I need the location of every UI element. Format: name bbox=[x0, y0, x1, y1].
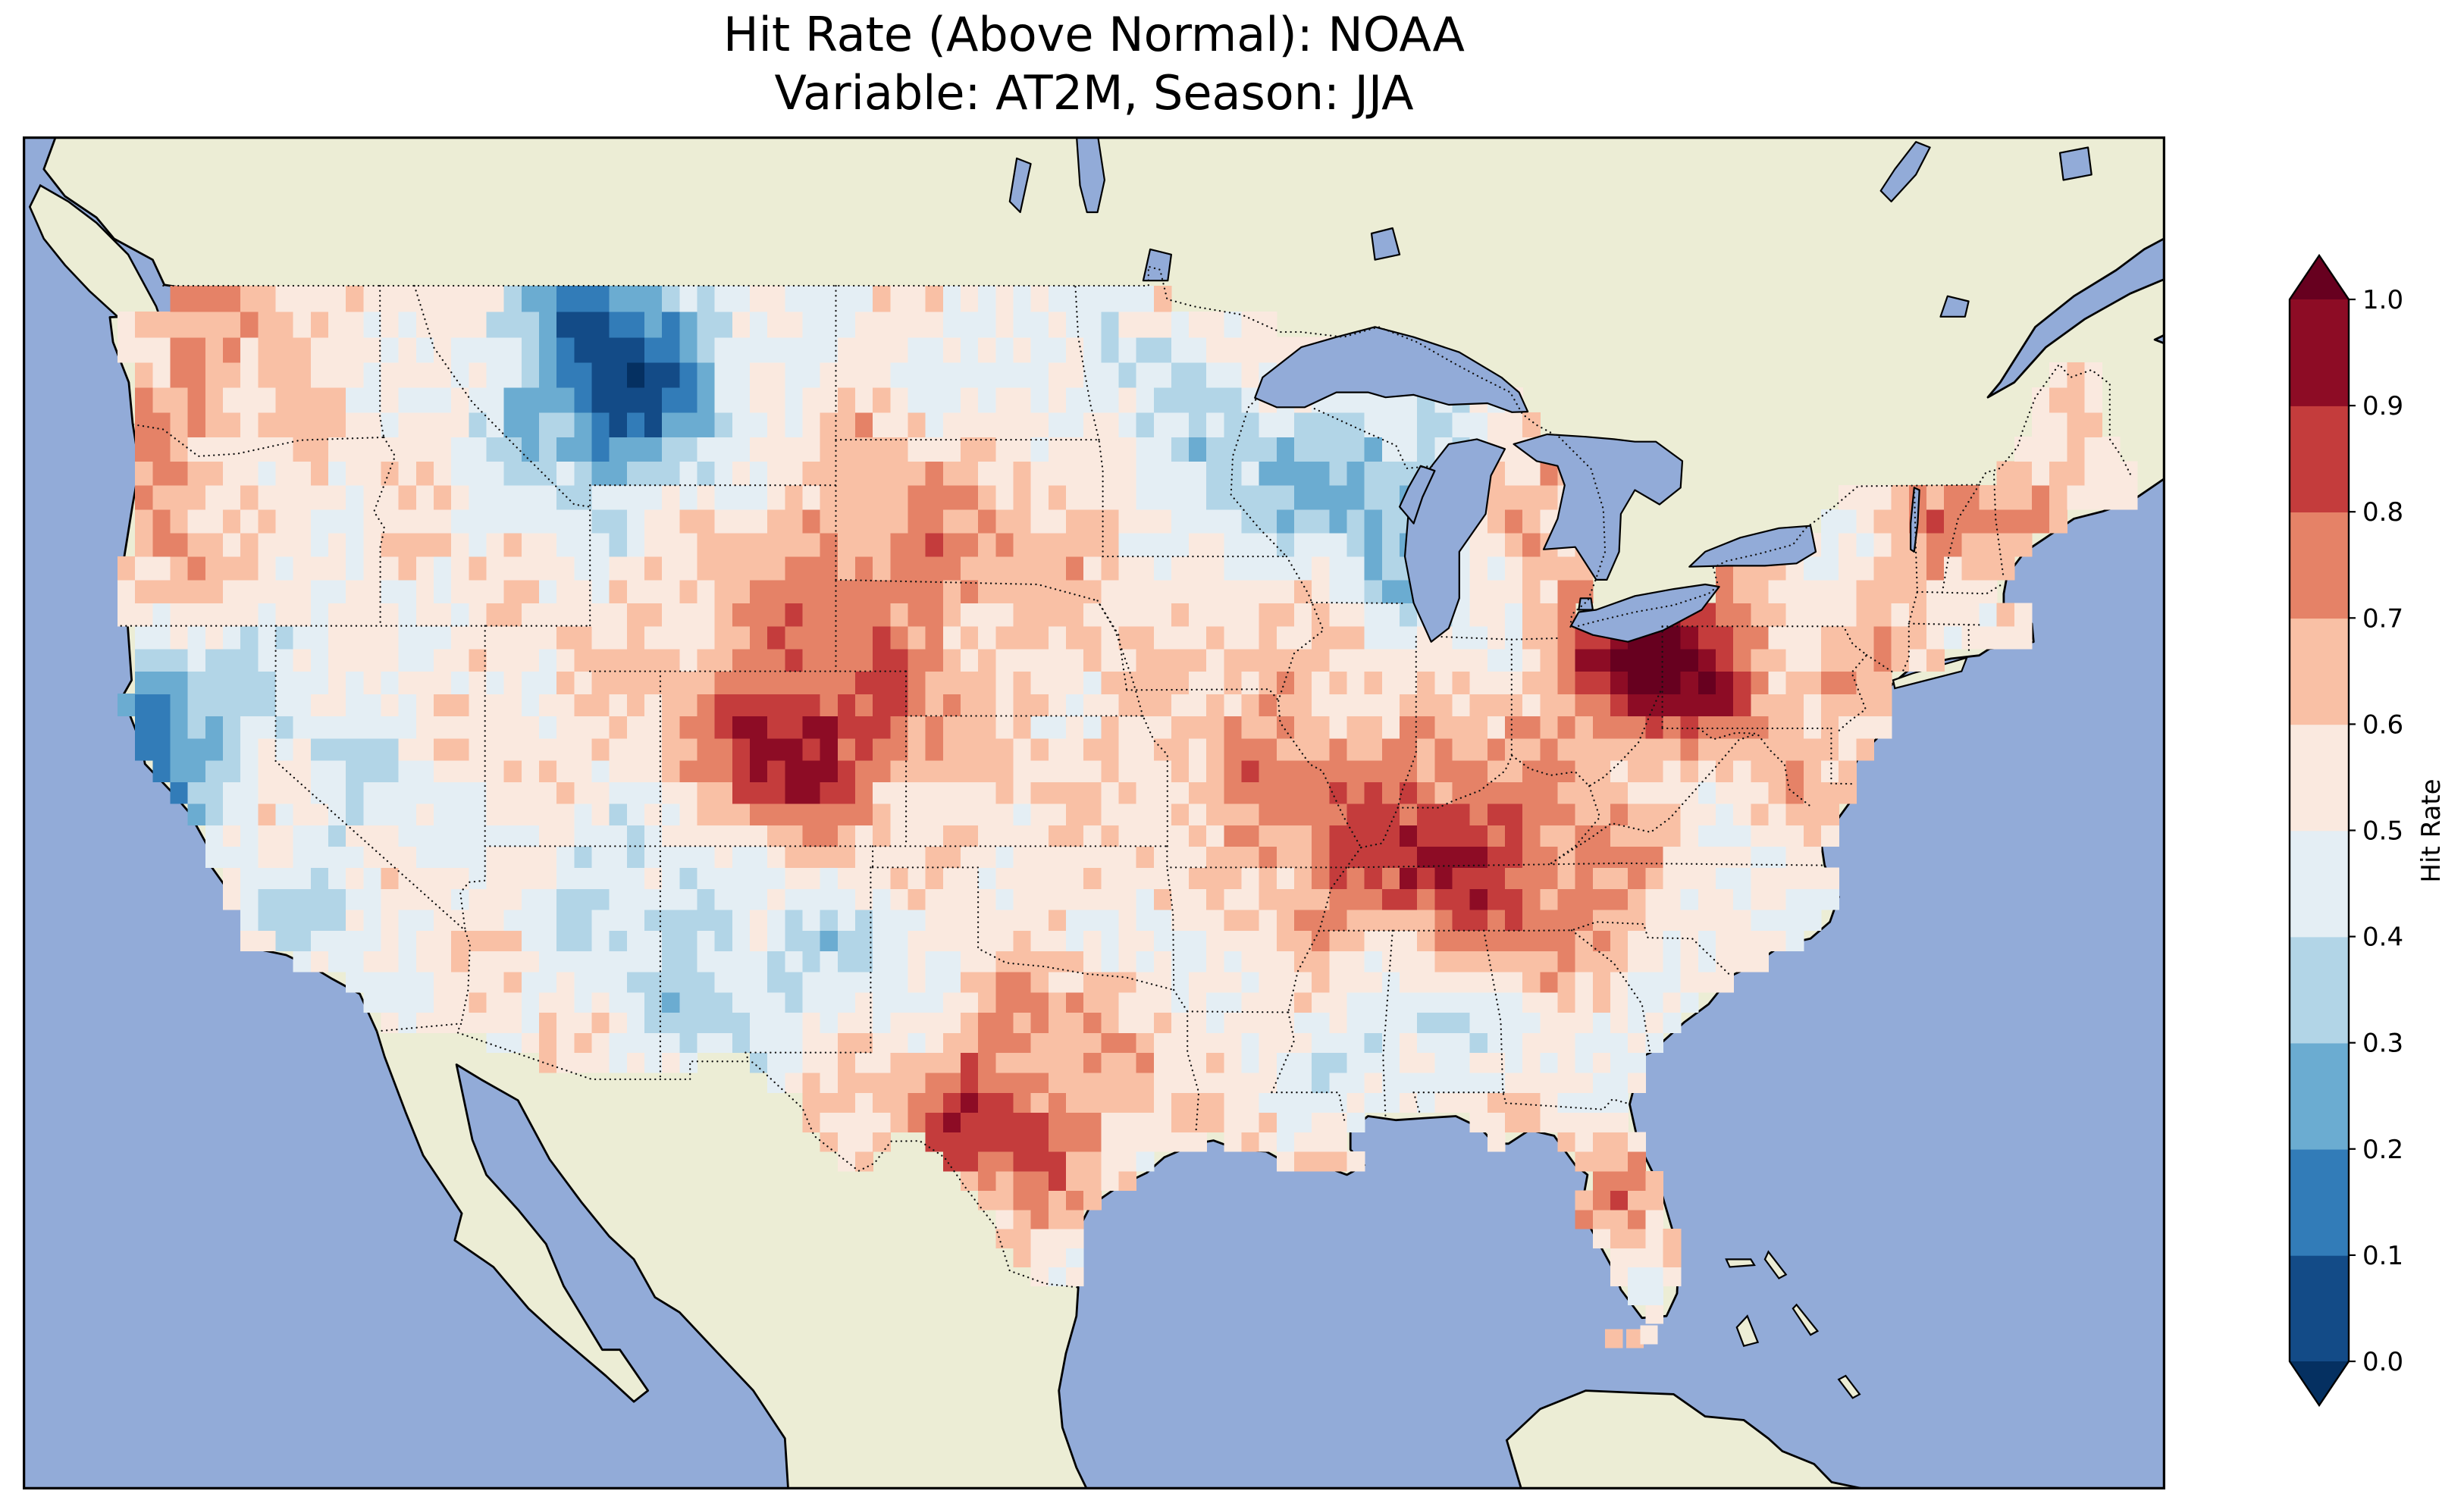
colorbar-tick-label: 0.3 bbox=[2362, 1029, 2403, 1059]
state-borders-layer bbox=[120, 284, 2005, 1134]
colorbar-tick-label: 0.8 bbox=[2362, 497, 2403, 528]
colorbar-tick-label: 0.0 bbox=[2362, 1347, 2403, 1377]
figure-title-line2: Variable: AT2M, Season: JJA bbox=[774, 64, 1414, 121]
colorbar-axis-label: Hit Rate bbox=[2416, 778, 2447, 882]
colorbar-ticks: 1.0 0.9 0.8 0.7 0.6 0.5 0.4 0.3 0.2 0.1 0.0 bbox=[2349, 285, 2403, 1377]
colorbar-tick-label: 0.1 bbox=[2362, 1241, 2403, 1271]
colorbar-over-arrow bbox=[2290, 255, 2349, 299]
figure-title-line1: Hit Rate (Above Normal): NOAA bbox=[723, 7, 1465, 62]
country-borders-layer bbox=[162, 265, 2133, 1289]
lakes-layer bbox=[1008, 136, 2093, 643]
colorbar-bands bbox=[2288, 253, 2350, 1408]
colorbar-under-arrow bbox=[2290, 1361, 2349, 1405]
colorbar-tick-label: 1.0 bbox=[2362, 285, 2403, 315]
heatmap-layer bbox=[118, 286, 2138, 1348]
colorbar-tick-label: 0.2 bbox=[2362, 1135, 2403, 1165]
colorbar-tick-label: 0.6 bbox=[2362, 709, 2403, 740]
us-hit-rate-map bbox=[23, 136, 2165, 1489]
figure-title: Hit Rate (Above Normal): NOAA Variable: … bbox=[23, 6, 2165, 123]
colorbar-tick-label: 0.5 bbox=[2362, 816, 2403, 847]
map-frame bbox=[23, 136, 2165, 1489]
colorbar-tick-label: 0.9 bbox=[2362, 391, 2403, 421]
colorbar-tick-label: 0.7 bbox=[2362, 603, 2403, 634]
colorbar: 1.0 0.9 0.8 0.7 0.6 0.5 0.4 0.3 0.2 0.1 0.0 Hit Rat… bbox=[2288, 253, 2447, 1408]
colorbar-tick-label: 0.4 bbox=[2362, 922, 2403, 953]
